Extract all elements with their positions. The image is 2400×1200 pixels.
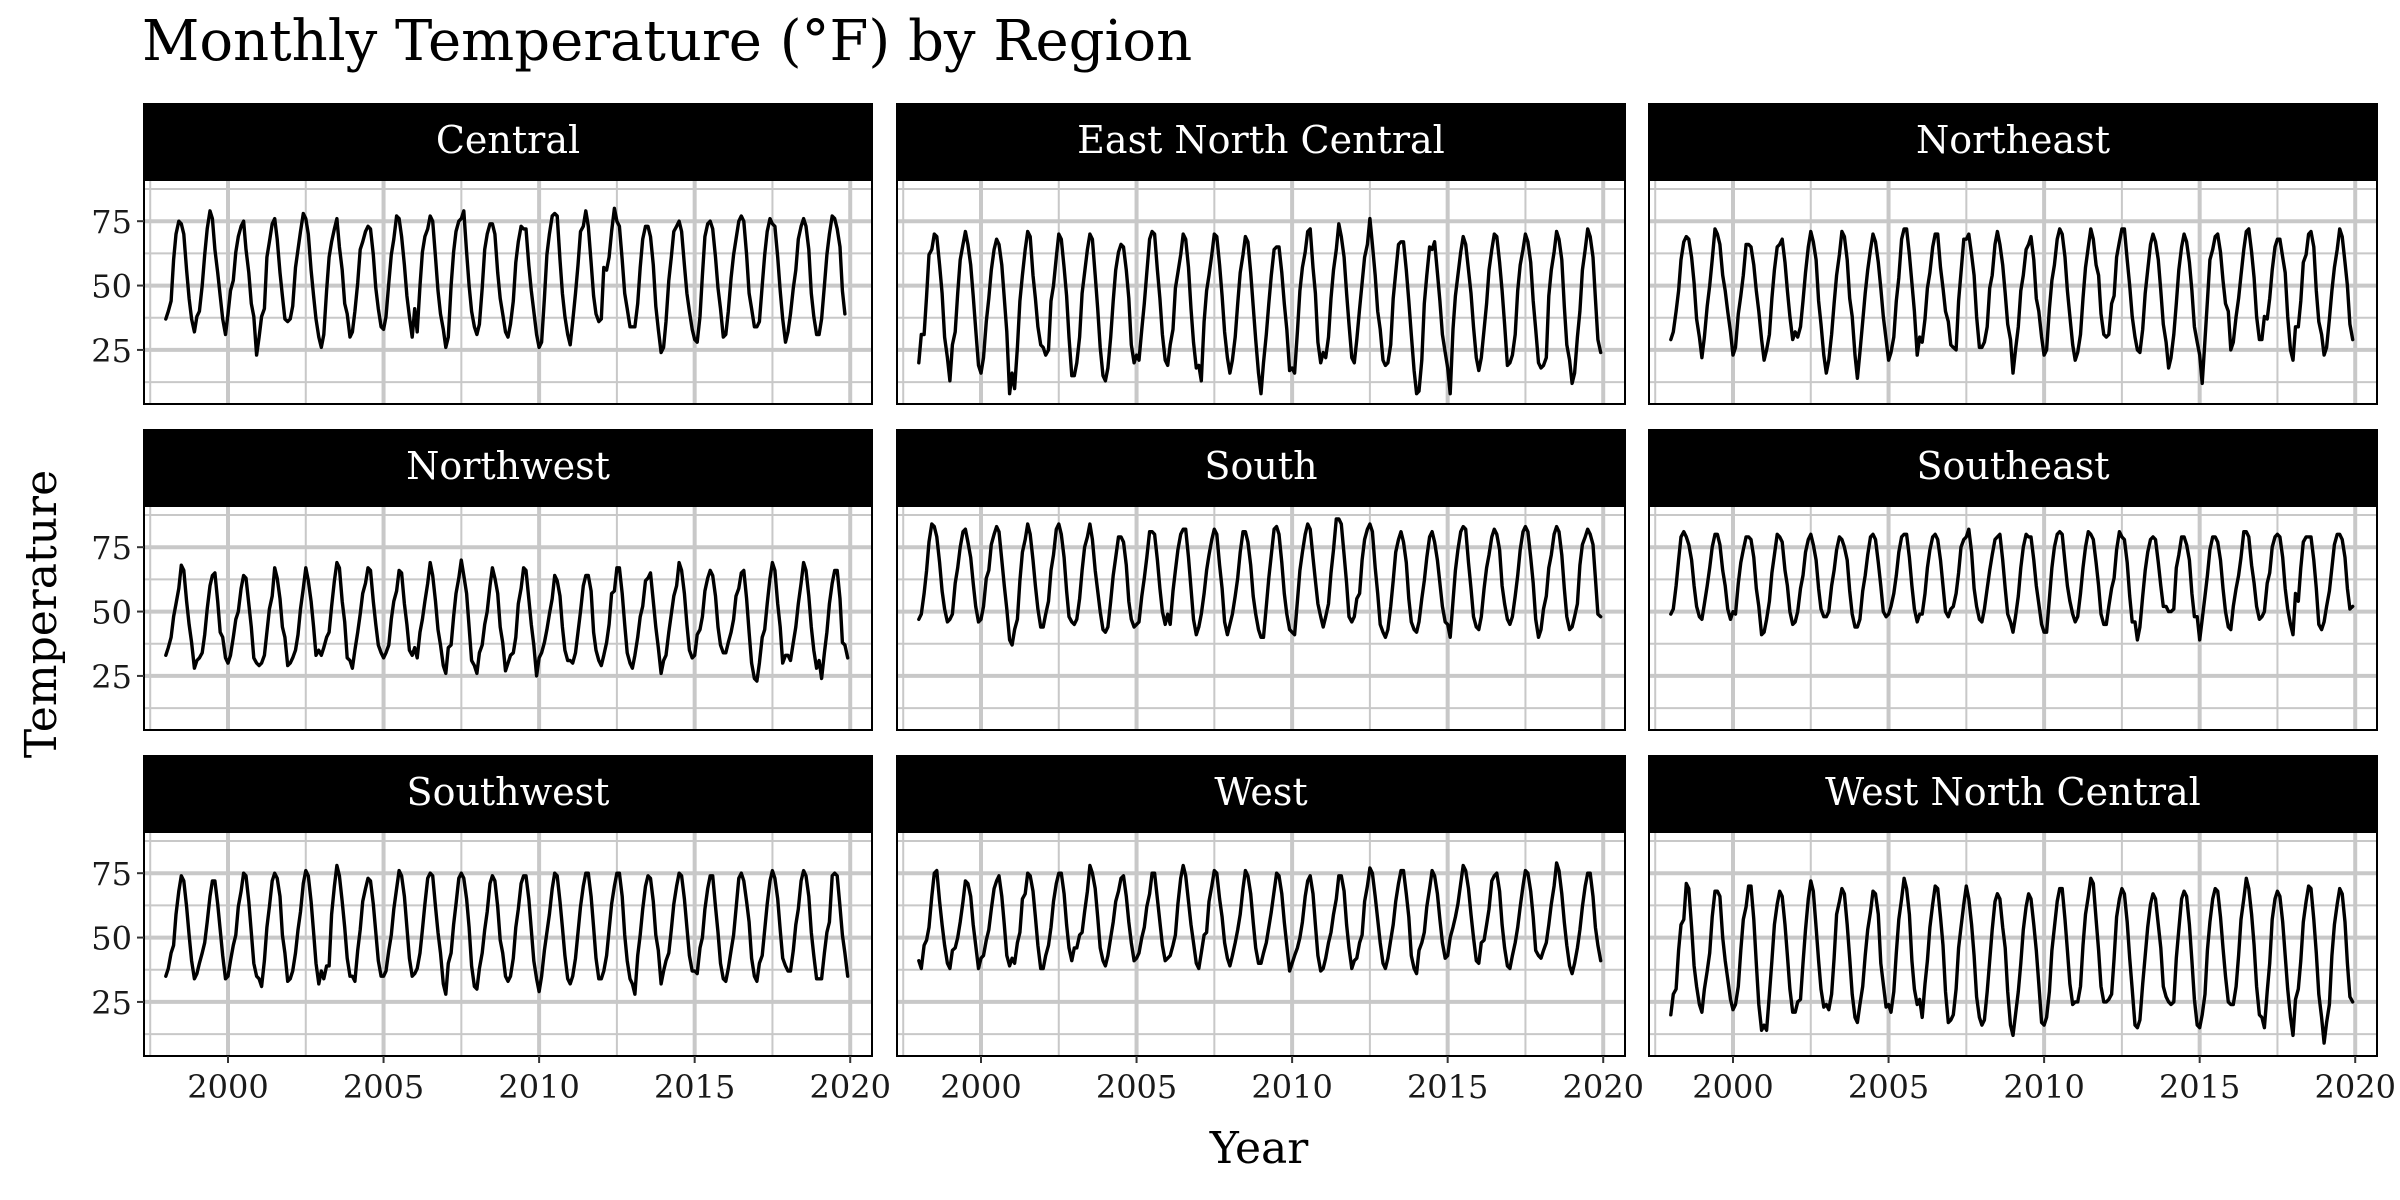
facet-panel: West 2000 2005 2010 2015 2020: [896, 755, 1644, 1106]
facet-panels: Central 25 50 75 East North Central Northeast…: [91, 103, 2396, 1106]
y-axis-label: Temperature: [16, 470, 67, 758]
y-tick-label: 75: [91, 529, 132, 567]
x-tick-label: 2015: [1407, 1068, 1488, 1106]
series-line: [1669, 876, 2355, 1045]
facet-panel: Northeast: [1648, 103, 2378, 405]
x-tick-label: 2005: [1096, 1068, 1177, 1106]
x-tick-label: 2005: [1848, 1068, 1929, 1106]
y-tick-label: 75: [91, 203, 132, 241]
x-tick-label: 2015: [2159, 1068, 2240, 1106]
panel-border: [1648, 831, 2378, 1057]
facet-panel: Central 25 50 75: [91, 103, 873, 405]
facet-panel: East North Central: [896, 103, 1626, 405]
facet-strip: [143, 755, 873, 833]
series-line: [917, 861, 1603, 976]
facet-strip-label: Southwest: [407, 770, 610, 814]
x-tick-label: 2010: [1251, 1068, 1332, 1106]
facet-panel: Northwest 25 50 75: [91, 429, 873, 731]
facet-panel: West North Central 2000 2005 2010 2015 2020: [1648, 755, 2396, 1106]
x-tick-label: 2005: [343, 1068, 424, 1106]
facet-strip: [143, 103, 873, 181]
y-tick-label: 25: [91, 332, 132, 370]
panel-border: [1648, 505, 2378, 731]
facet-panel: Southeast: [1648, 429, 2378, 731]
x-tick-label: 2020: [2315, 1068, 2396, 1106]
facet-strip-label: Central: [436, 118, 580, 162]
facet-panel: Southwest 25 50 75 2000 2005 2010 2015 2020: [91, 755, 891, 1106]
series-line: [917, 216, 1603, 396]
x-axis-label: Year: [1209, 1123, 1309, 1174]
panel-background: [897, 180, 1625, 404]
facet-strip-label: East North Central: [1077, 118, 1445, 162]
y-tick-label: 75: [91, 855, 132, 893]
facet-strip-label: Northeast: [1916, 118, 2110, 162]
x-tick-label: 2015: [654, 1068, 735, 1106]
series-line: [164, 558, 850, 683]
x-tick-label: 2010: [2003, 1068, 2084, 1106]
x-tick-label: 2010: [498, 1068, 579, 1106]
y-tick-label: 50: [91, 268, 132, 306]
x-tick-label: 2020: [810, 1068, 891, 1106]
panel-border: [143, 831, 873, 1057]
panel-border: [143, 505, 873, 731]
facet-strip: [896, 755, 1626, 833]
facet-strip-label: West: [1214, 770, 1307, 814]
series-line: [164, 863, 850, 996]
facet-strip-label: West North Central: [1825, 770, 2201, 814]
series-line: [164, 206, 847, 357]
panel-border: [143, 179, 873, 405]
facet-strip: [1648, 103, 2378, 181]
panel-border: [1648, 179, 2378, 405]
y-tick-label: 25: [91, 984, 132, 1022]
facet-strip-label: Northwest: [406, 444, 610, 488]
facet-panel: South: [896, 429, 1626, 731]
series-line: [917, 517, 1603, 647]
panel-border: [896, 179, 1626, 405]
x-tick-label: 2000: [1692, 1068, 1773, 1106]
facet-strip: [896, 429, 1626, 507]
x-tick-label: 2020: [1563, 1068, 1644, 1106]
y-tick-label: 25: [91, 658, 132, 696]
panel-background: [144, 506, 872, 730]
series-line: [1669, 227, 2355, 386]
facet-strip: [896, 103, 1626, 181]
y-tick-label: 50: [91, 920, 132, 958]
panel-background: [1649, 506, 2377, 730]
x-tick-label: 2000: [187, 1068, 268, 1106]
facet-strip: [1648, 755, 2378, 833]
y-tick-label: 50: [91, 594, 132, 632]
x-tick-label: 2000: [940, 1068, 1021, 1106]
facet-strip-label: South: [1204, 444, 1317, 488]
series-line: [1669, 527, 2355, 642]
panel-border: [896, 831, 1626, 1057]
facet-strip: [143, 429, 873, 507]
panel-border: [896, 505, 1626, 731]
chart-title: Monthly Temperature (°F) by Region: [142, 9, 1192, 74]
facet-strip-label: Southeast: [1916, 444, 2109, 488]
